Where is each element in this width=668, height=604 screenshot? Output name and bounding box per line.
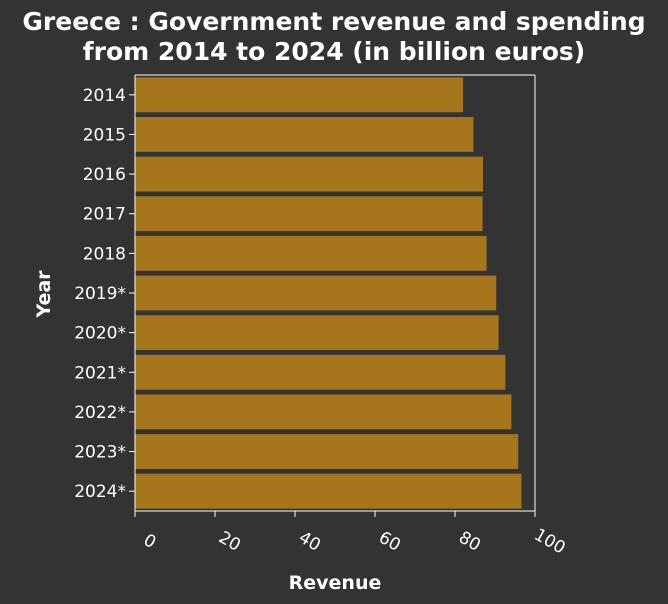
y-tick-label: 2016: [83, 165, 126, 185]
bar-2023-projected: [135, 434, 519, 469]
chart-title-line-2: from 2014 to 2024 (in billion euros): [83, 37, 585, 66]
bar-2019-projected: [135, 275, 497, 311]
y-tick-label: 2018: [83, 244, 126, 264]
y-tick-label: 2019*: [74, 284, 126, 304]
bar-2014: [135, 77, 463, 113]
y-tick-label: 2024*: [74, 482, 126, 502]
bar-2017: [135, 196, 483, 232]
x-axis-title: Revenue: [289, 572, 382, 594]
y-tick-label: 2022*: [74, 403, 126, 423]
x-tick-label: 60: [375, 528, 404, 556]
bar-2024-projected: [135, 473, 522, 509]
y-tick-label: 2014: [83, 86, 126, 106]
y-tick-label: 2023*: [74, 443, 126, 463]
x-tick-label: 40: [295, 528, 324, 556]
y-tick-label: 2021*: [74, 363, 126, 383]
x-tick-label: 100: [530, 525, 568, 559]
x-tick-label: 80: [455, 528, 484, 556]
bar-2021-projected: [135, 354, 506, 390]
bar-2016: [135, 156, 483, 192]
x-tick-label: 0: [140, 530, 159, 553]
y-tick-label: 2017: [83, 205, 126, 225]
bar-2018: [135, 235, 487, 271]
plot-area: 2014 2015 2016 2017 2018 2019* 2020* 2021* 2022*…: [74, 74, 569, 559]
y-tick-label: 2020*: [74, 324, 126, 344]
y-axis-title: Year: [33, 270, 55, 319]
bar-2022-projected: [135, 394, 512, 430]
bar-2020-projected: [135, 315, 499, 351]
y-tick-label: 2015: [83, 125, 126, 145]
x-tick-label: 20: [215, 528, 244, 556]
bar-2015: [135, 117, 474, 152]
chart-title-line-1: Greece : Government revenue and spending: [22, 7, 645, 36]
